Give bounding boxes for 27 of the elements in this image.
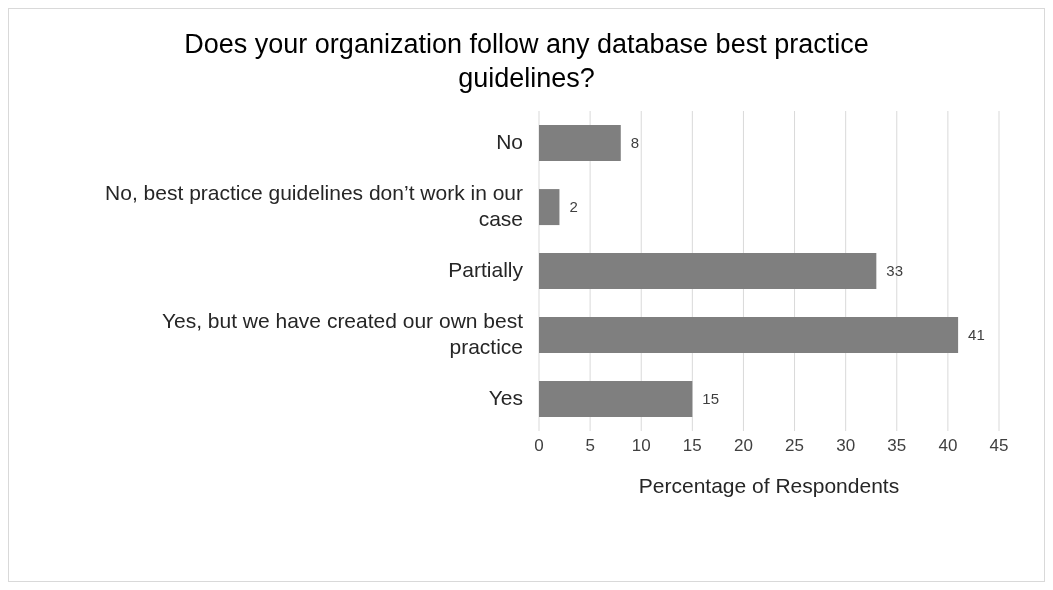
bar bbox=[539, 189, 560, 226]
x-tick-label: 40 bbox=[938, 436, 958, 456]
bar bbox=[539, 125, 621, 162]
data-label: 8 bbox=[630, 134, 640, 152]
x-tick-label: 15 bbox=[682, 436, 702, 456]
bar bbox=[539, 253, 877, 290]
y-tick-label: No bbox=[496, 129, 523, 153]
bar bbox=[539, 317, 959, 354]
x-tick-label: 30 bbox=[836, 436, 856, 456]
x-tick-label: 45 bbox=[989, 436, 1009, 456]
y-tick-label: Partially bbox=[448, 257, 524, 281]
x-tick-label: 25 bbox=[785, 436, 805, 456]
y-tick-label: No, best practice guidelines don’t work in our case bbox=[105, 180, 523, 230]
y-tick-label: Yes, but we have created our own best practice bbox=[161, 308, 524, 358]
y-tick-label: Yes bbox=[488, 385, 523, 409]
x-tick-label: 0 bbox=[534, 436, 544, 456]
data-label: 2 bbox=[569, 198, 578, 216]
x-axis-title: Percentage of Respondents bbox=[638, 474, 900, 497]
data-label: 33 bbox=[886, 262, 904, 280]
x-tick-label: 5 bbox=[585, 436, 595, 456]
data-label: 15 bbox=[702, 390, 720, 408]
x-tick-label: 20 bbox=[733, 436, 753, 456]
bar bbox=[539, 381, 693, 418]
data-label: 41 bbox=[968, 326, 985, 344]
x-tick-label: 35 bbox=[887, 436, 907, 456]
x-tick-label: 10 bbox=[631, 436, 651, 456]
chart-title: Does your organization follow any database best practice guidelines? bbox=[183, 28, 870, 95]
